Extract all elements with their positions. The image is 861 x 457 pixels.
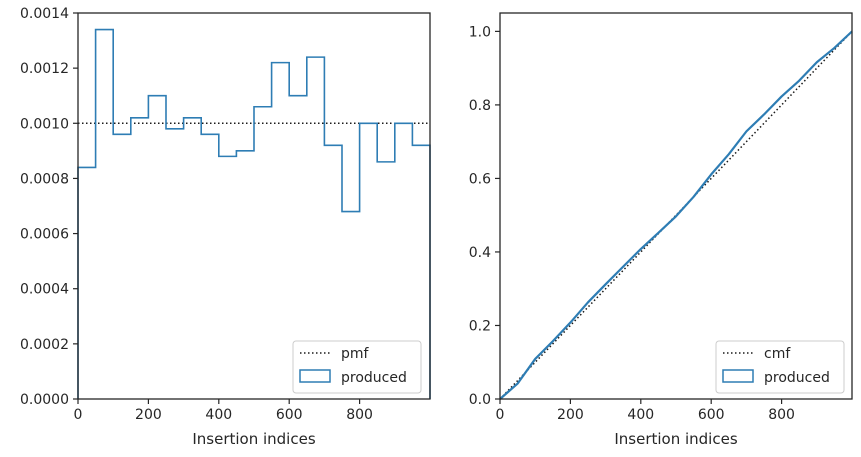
legend-box [292,340,422,394]
legend-produced-label: produced [764,370,830,386]
y-tick-label: 0.4 [469,245,491,261]
x-axis-label: Insertion indices [614,430,737,448]
x-tick-label: 200 [557,407,584,423]
y-tick-label: 0.2 [469,318,491,334]
x-axis-label: Insertion indices [192,430,315,448]
x-tick-label: 400 [205,407,232,423]
y-tick-label: 0.8 [469,98,491,114]
y-tick-label: 0.0004 [20,282,69,298]
x-tick-label: 0 [496,407,505,423]
x-tick-label: 200 [135,407,162,423]
x-tick-label: 600 [276,407,303,423]
x-tick-label: 400 [627,407,654,423]
y-tick-label: 0.0012 [20,61,69,77]
legend-produced-swatch [722,369,754,383]
plot-frame [77,12,431,400]
legend-produced-swatch [299,369,331,383]
legend-pmf-label: pmf [341,346,370,362]
produced-line [499,30,853,400]
x-tick-label: 800 [346,407,373,423]
y-tick-label: 0.0 [469,392,491,408]
legend-box [715,340,845,394]
legend-produced-label: produced [341,370,407,386]
legend: cmf produced [715,340,845,394]
x-tick-label: 800 [768,407,795,423]
x-tick-label: 0 [74,407,83,423]
y-tick-label: 0.0014 [20,6,69,22]
plot-frame [499,12,853,400]
x-tick-label: 600 [698,407,725,423]
legend: pmf produced [292,340,422,394]
cmf-chart: 0 200 400 600 800 0.0 0.2 0.4 0.6 0.8 1.0 Insertio… [469,12,853,448]
legend-cmf-label: cmf [764,346,791,362]
y-tick-label: 0.6 [469,171,491,187]
y-tick-label: 0.0008 [20,171,69,187]
y-tick-label: 1.0 [469,24,491,40]
pmf-chart: 0 200 400 600 800 0.0000 0.0002 0.0004 0.0006 0.0… [20,6,431,448]
produced-histogram [77,28,431,399]
y-tick-label: 0.0000 [20,392,69,408]
y-tick-label: 0.0002 [20,337,69,353]
cmf-line [499,30,853,400]
y-tick-label: 0.0010 [20,116,69,132]
y-tick-label: 0.0006 [20,227,69,243]
